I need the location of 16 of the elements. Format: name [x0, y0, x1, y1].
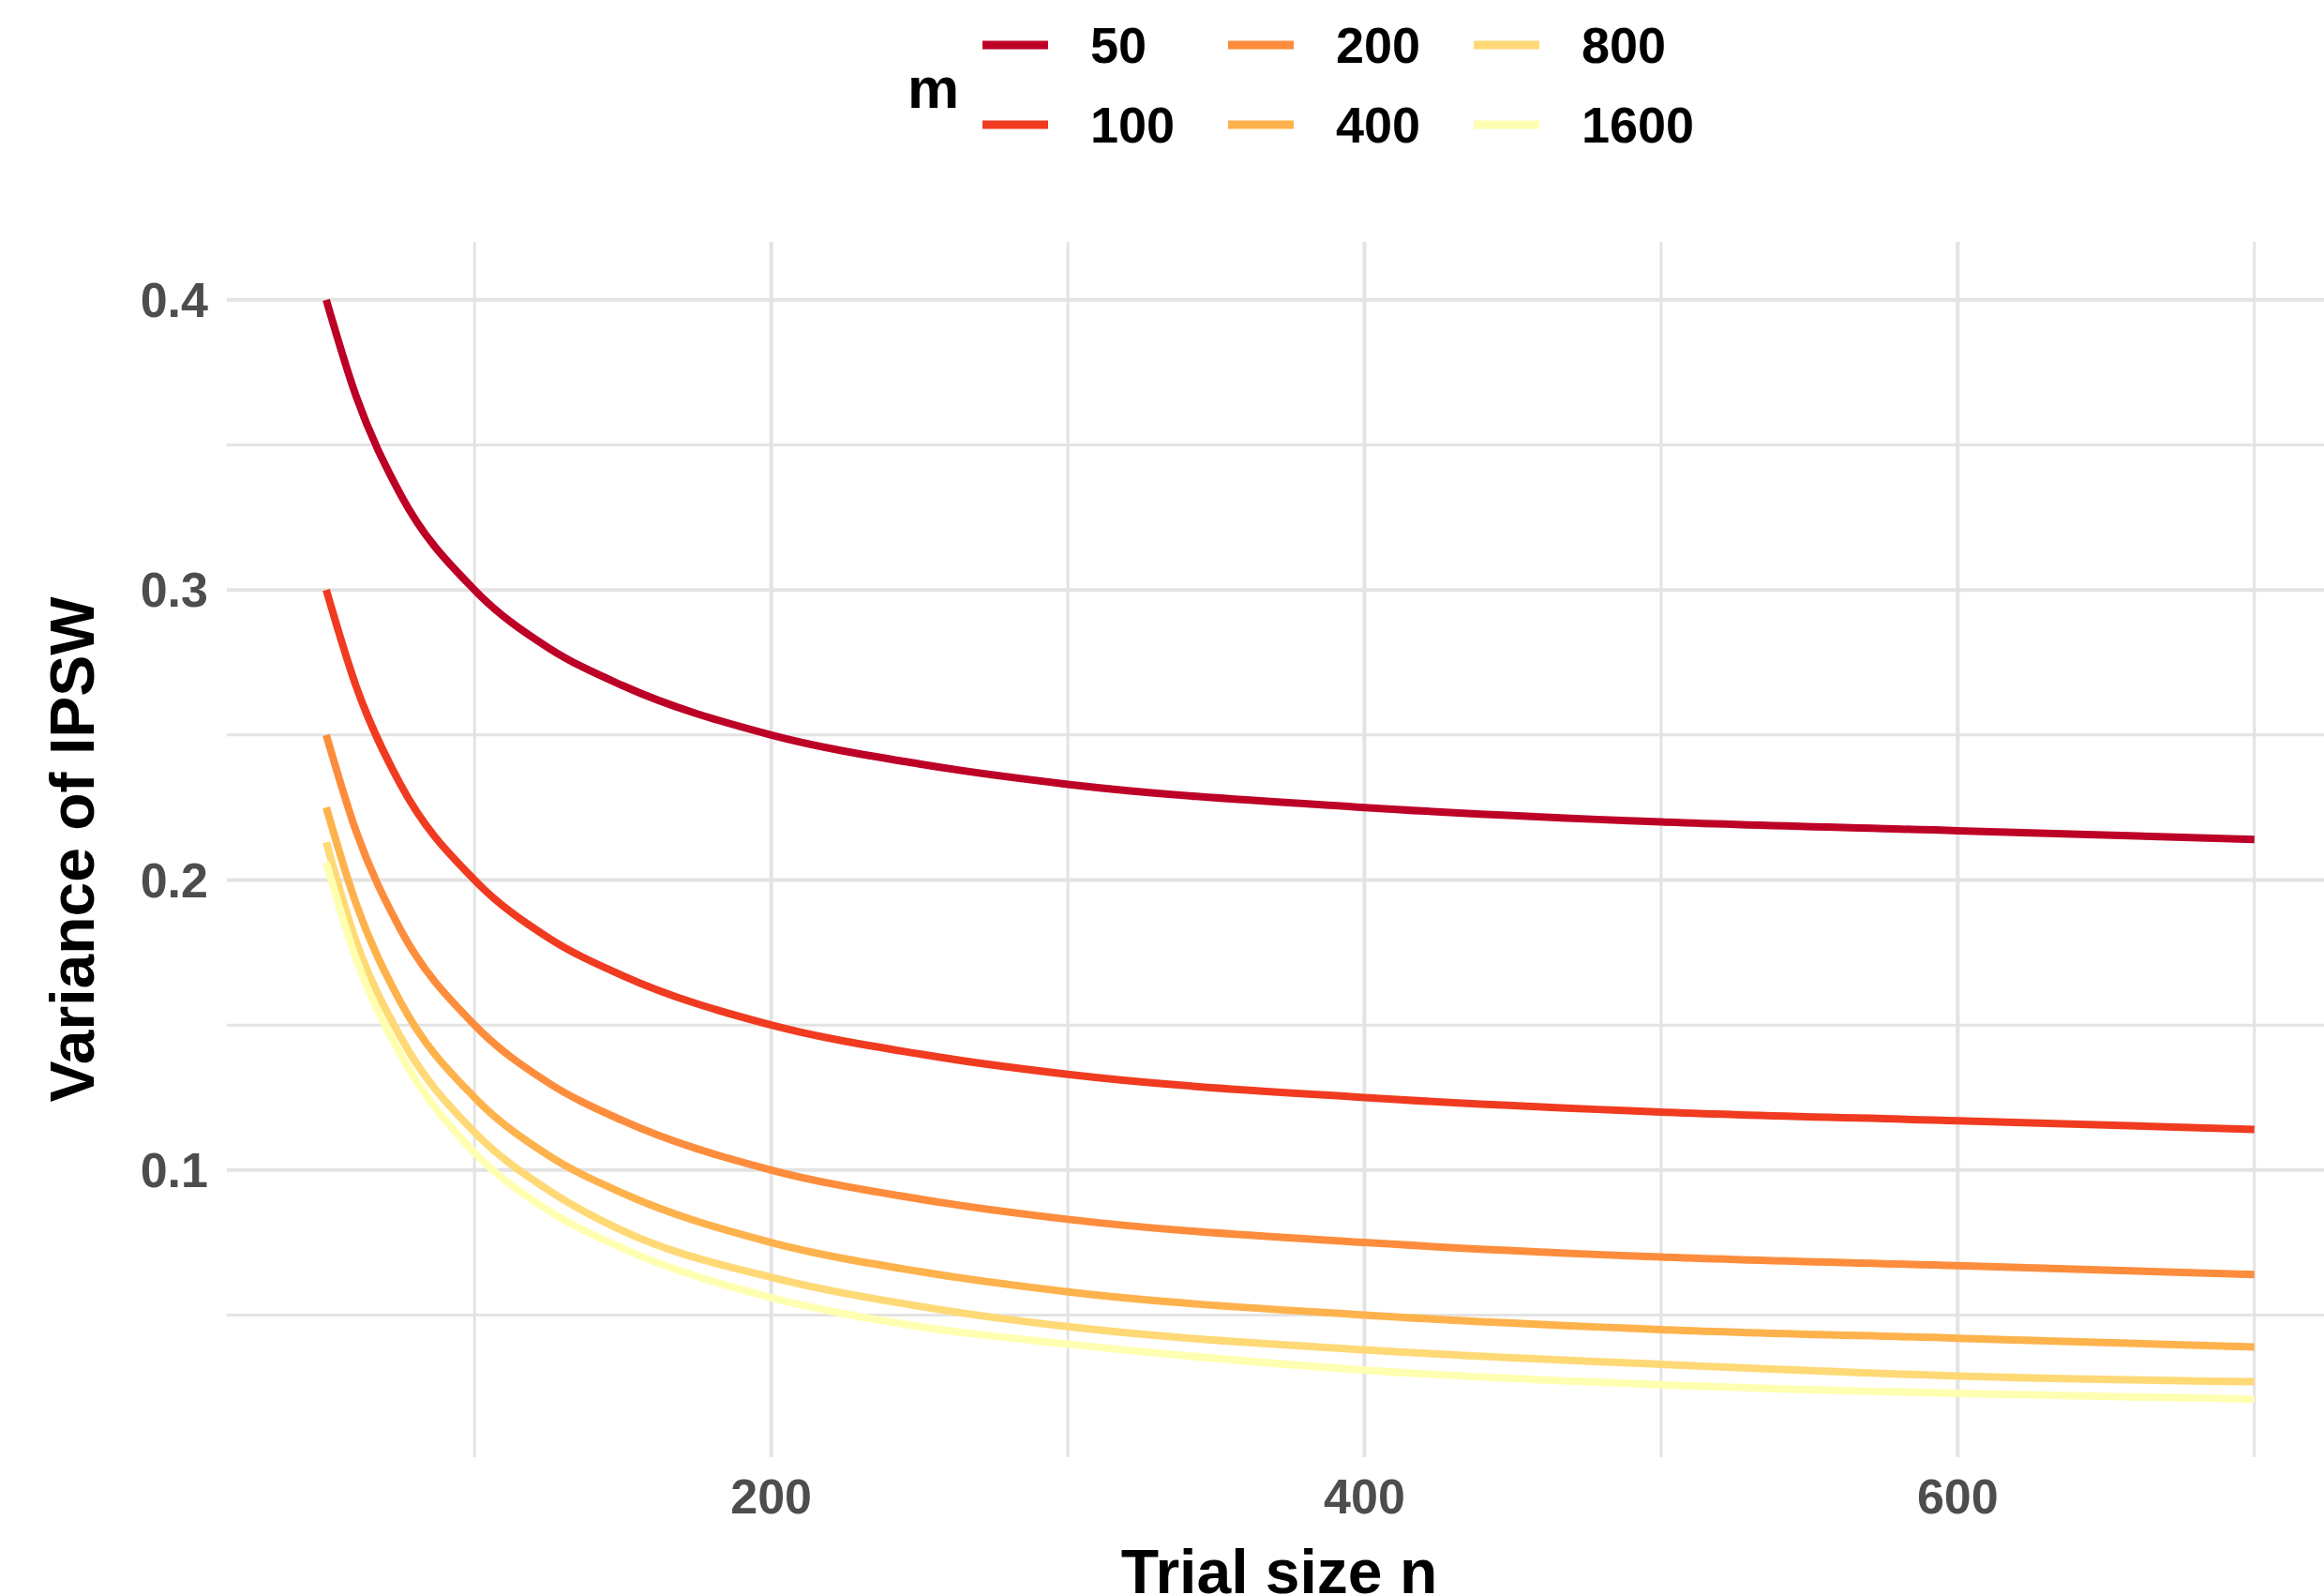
y-tick-label: 0.4: [140, 273, 209, 328]
legend-label: 1600: [1582, 96, 1695, 153]
legend-label: 200: [1336, 16, 1421, 73]
y-axis-title: Variance of IPSW: [37, 595, 107, 1103]
y-tick-label: 0.3: [140, 563, 208, 618]
legend-title: m: [907, 54, 960, 120]
y-tick-label: 0.2: [140, 852, 208, 908]
legend-label: 100: [1090, 96, 1176, 153]
x-tick-label: 600: [1916, 1469, 1999, 1524]
x-axis-title: Trial size n: [1120, 1537, 1438, 1595]
x-tick-label: 200: [730, 1469, 813, 1524]
legend-label: 800: [1582, 16, 1667, 73]
legend-label: 50: [1090, 16, 1147, 73]
y-tick-label: 0.1: [140, 1142, 208, 1197]
legend-label: 400: [1336, 96, 1421, 153]
x-tick-label: 400: [1324, 1469, 1405, 1524]
